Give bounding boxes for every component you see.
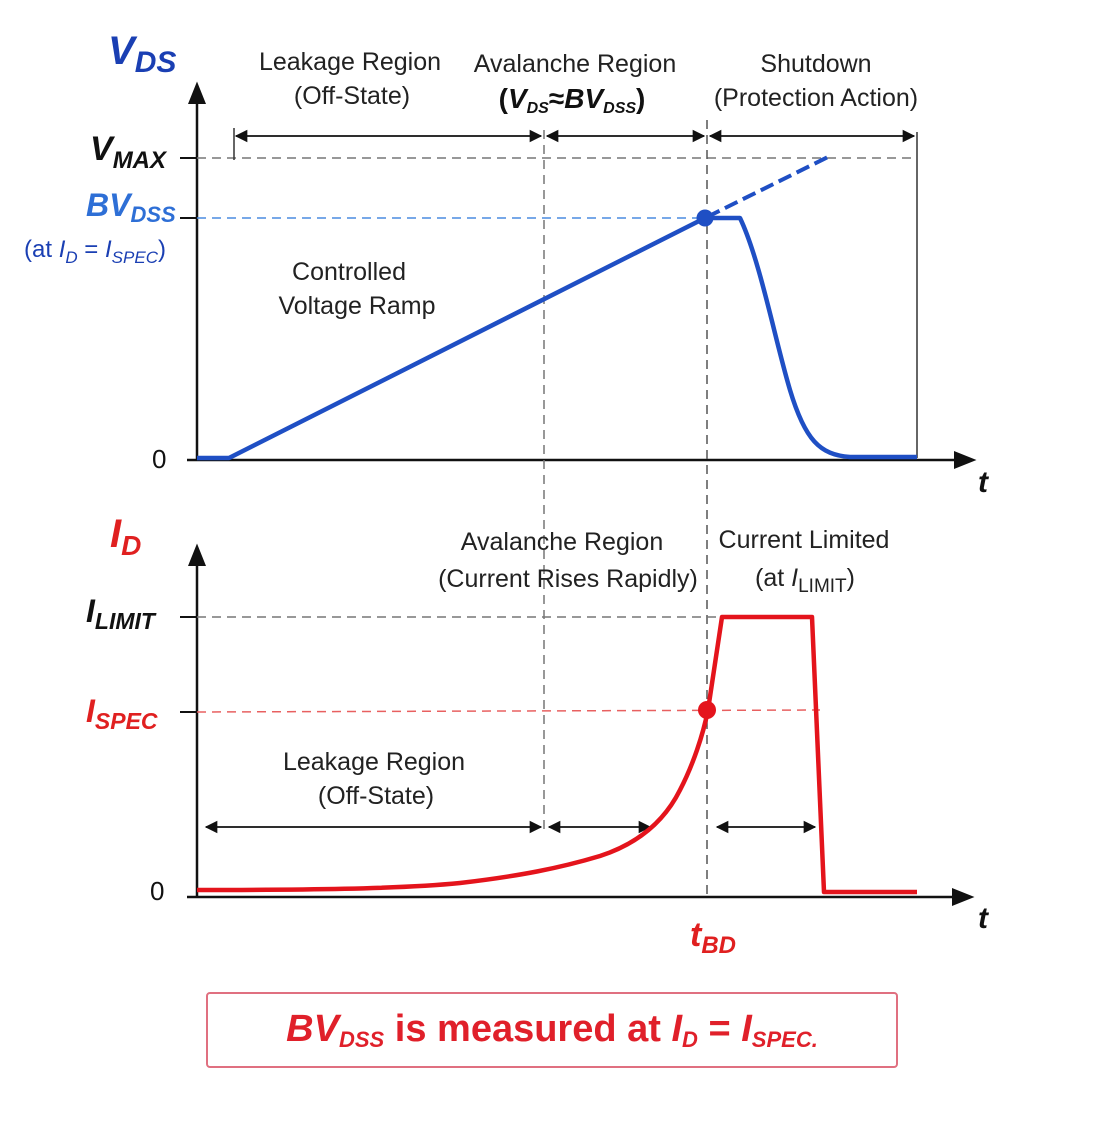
ilimit-label: ILIMIT — [86, 593, 157, 634]
bvdss-condition: (at ID = ISPEC) — [24, 236, 166, 267]
id-leakage-region-sublabel: (Off-State) — [318, 782, 434, 810]
vds-axis-label: VDS — [108, 29, 176, 79]
leakage-region-label: Leakage Region — [259, 48, 441, 76]
tbd-label: tBD — [690, 916, 736, 959]
vmax-label: VMAX — [90, 130, 168, 174]
vds-extrapolation — [706, 153, 833, 219]
current-limited-label: Current Limited — [719, 526, 890, 554]
ispec-guide — [196, 709, 821, 713]
id-waveform — [196, 614, 917, 895]
ispec-label: ISPEC — [86, 693, 158, 734]
id-plot: ID ILIMIT ISPEC 0 t tBD Avalanche Region… — [86, 512, 990, 959]
id-avalanche-region-label: Avalanche Region — [461, 528, 663, 556]
bvdss-label: BVDSS — [86, 187, 176, 227]
id-leakage-region-label: Leakage Region — [283, 748, 465, 776]
avalanche-condition-label: (VDS≈BVDSS) — [499, 83, 646, 117]
ispec-point — [698, 701, 716, 719]
vds-plot: VDS VMAX BVDSS (at ID = ISPEC) 0 t Leak — [24, 29, 990, 895]
vds-zero-label: 0 — [152, 444, 166, 474]
measurement-note: BVDSS is measured at ID = ISPEC. — [206, 992, 898, 1068]
id-avalanche-region-sublabel: (Current Rises Rapidly) — [438, 565, 698, 593]
bvdss-point — [696, 209, 714, 227]
shutdown-region-label: Shutdown — [760, 50, 871, 78]
ramp-sublabel: Voltage Ramp — [278, 292, 435, 320]
id-axis-label: ID — [110, 512, 141, 561]
vds-waveform — [197, 215, 917, 461]
vds-t-label: t — [978, 466, 990, 499]
leakage-region-sublabel: (Off-State) — [294, 82, 410, 110]
ramp-label: Controlled — [292, 258, 406, 286]
id-t-label: t — [978, 902, 990, 935]
shutdown-region-sublabel: (Protection Action) — [714, 84, 918, 112]
avalanche-region-label: Avalanche Region — [474, 50, 676, 78]
id-zero-label: 0 — [150, 876, 164, 906]
current-limited-sublabel: (at ILIMIT) — [755, 564, 855, 597]
